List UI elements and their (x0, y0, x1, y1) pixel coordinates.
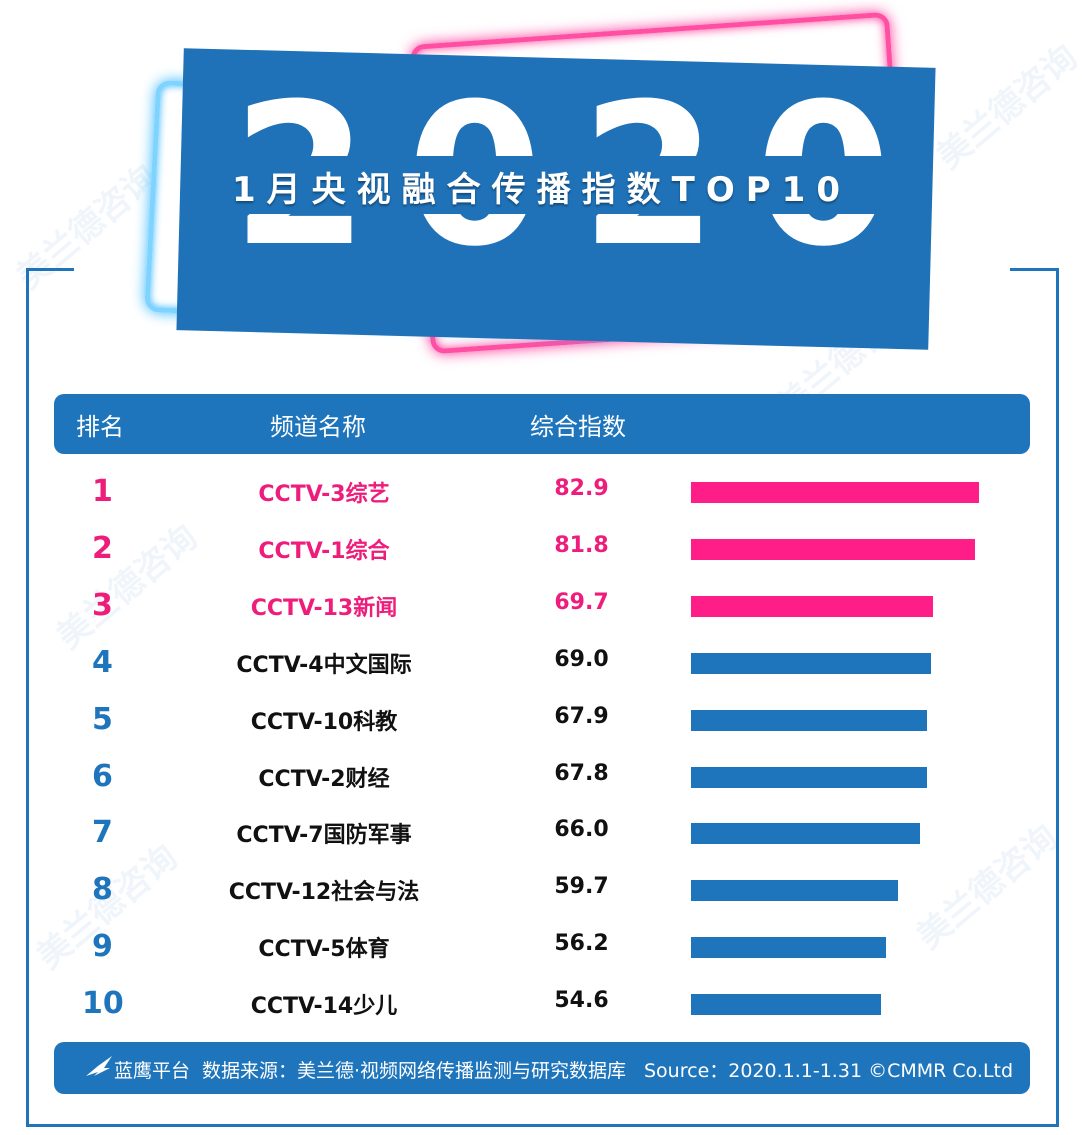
frame-top-right (1010, 268, 1059, 271)
header-rank: 排名 (76, 413, 124, 441)
frame-top-left (26, 268, 74, 271)
score-label: 67.9 (554, 703, 609, 729)
score-label: 56.2 (554, 931, 609, 957)
footer-bar: 蓝鹰平台 数据来源：美兰德·视频网络传播监测与研究数据库 Source：2020… (54, 1042, 1030, 1094)
score-label: 82.9 (554, 476, 609, 501)
score-bar (691, 652, 931, 674)
eagle-icon (86, 1056, 112, 1076)
table-row: 4 CCTV-4中文国际 69.0 (54, 645, 1030, 702)
channel-label: CCTV-4中文国际 (236, 652, 412, 678)
banner-title-bar (196, 156, 900, 214)
rank-label: 10 (82, 986, 124, 1022)
footer-source-en: Source：2020.1.1-1.31 ©CMMR Co.Ltd (644, 1060, 1014, 1082)
score-label: 69.0 (554, 646, 609, 672)
score-bar (691, 994, 881, 1016)
score-label: 54.6 (554, 988, 609, 1014)
score-label: 69.7 (554, 589, 609, 615)
table-row: 7 CCTV-7国防军事 66.0 (54, 815, 1030, 872)
table-row: 10 CCTV-14少儿 54.6 (54, 986, 1030, 1043)
channel-label: CCTV-1综合 (258, 538, 390, 564)
header-channel: 频道名称 (270, 413, 366, 441)
score-bar (691, 709, 927, 731)
table-row: 1 CCTV-3综艺 82.9 (54, 474, 1030, 531)
score-bar (691, 595, 933, 617)
rank-label: 3 (92, 587, 113, 623)
rank-label: 7 (92, 815, 113, 851)
frame-bottom (26, 1124, 1059, 1127)
title-banner: 2020 1月央视融合传播指数TOP10 (0, 0, 1082, 360)
rank-label: 4 (92, 644, 113, 680)
channel-label: CCTV-5体育 (258, 937, 390, 963)
rank-label: 8 (92, 872, 113, 908)
score-bar (691, 937, 886, 959)
table-row: 3 CCTV-13新闻 69.7 (54, 588, 1030, 645)
score-bar (691, 538, 975, 560)
rank-label: 2 (92, 530, 113, 566)
frame-right (1056, 268, 1059, 1126)
score-label: 59.7 (554, 874, 609, 900)
frame-left (26, 268, 29, 1126)
table-row: 8 CCTV-12社会与法 59.7 (54, 872, 1030, 929)
table-row: 6 CCTV-2财经 67.8 (54, 759, 1030, 816)
channel-label: CCTV-7国防军事 (236, 823, 412, 849)
rank-label: 9 (92, 929, 113, 965)
score-label: 81.8 (554, 532, 609, 558)
score-bar (691, 880, 898, 902)
channel-label: CCTV-10科教 (250, 709, 398, 735)
rank-label: 1 (92, 474, 113, 509)
score-bar (691, 823, 920, 845)
score-label: 67.8 (554, 760, 609, 786)
footer-source-cn: 数据来源：美兰德·视频网络传播监测与研究数据库 (202, 1060, 627, 1082)
channel-label: CCTV-14少儿 (250, 994, 398, 1020)
banner-title: 1月央视融合传播指数TOP10 (232, 170, 851, 210)
rank-label: 5 (92, 701, 113, 737)
footer-platform: 蓝鹰平台 (114, 1060, 191, 1082)
channel-label: CCTV-13新闻 (250, 595, 398, 621)
header-score: 综合指数 (530, 413, 626, 441)
score-label: 66.0 (554, 817, 609, 843)
rank-label: 6 (92, 758, 113, 794)
channel-label: CCTV-2财经 (258, 766, 390, 792)
channel-label: CCTV-12社会与法 (228, 880, 420, 906)
table-row: 9 CCTV-5体育 56.2 (54, 929, 1030, 986)
table-header: 排名 频道名称 综合指数 (54, 394, 1030, 454)
score-bar (691, 482, 979, 503)
score-bar (691, 766, 927, 788)
table-row: 2 CCTV-1综合 81.8 (54, 531, 1030, 588)
channel-label: CCTV-3综艺 (258, 482, 390, 507)
table-row: 5 CCTV-10科教 67.9 (54, 702, 1030, 759)
